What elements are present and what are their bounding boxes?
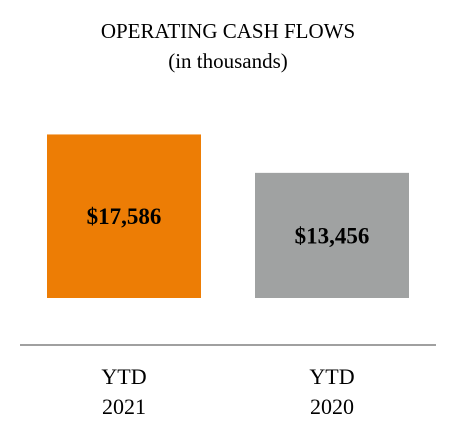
bar-value-label-2: $13,456 bbox=[295, 223, 370, 248]
category-label-2-line1: YTD bbox=[309, 364, 355, 389]
chart-title: OPERATING CASH FLOWS bbox=[100, 19, 356, 43]
category-label-1-line2: 2021 bbox=[102, 394, 146, 419]
category-label-2: YTD 2020 bbox=[252, 362, 412, 422]
category-label-2-line2: 2020 bbox=[310, 394, 354, 419]
bar-value-label-1: $17,586 bbox=[87, 204, 162, 229]
bar-1 bbox=[47, 134, 201, 298]
category-label-1: YTD 2021 bbox=[44, 362, 204, 422]
bar-2 bbox=[255, 172, 409, 298]
chart-subtitle: (in thousands) bbox=[168, 49, 288, 73]
category-label-1-line1: YTD bbox=[101, 364, 147, 389]
